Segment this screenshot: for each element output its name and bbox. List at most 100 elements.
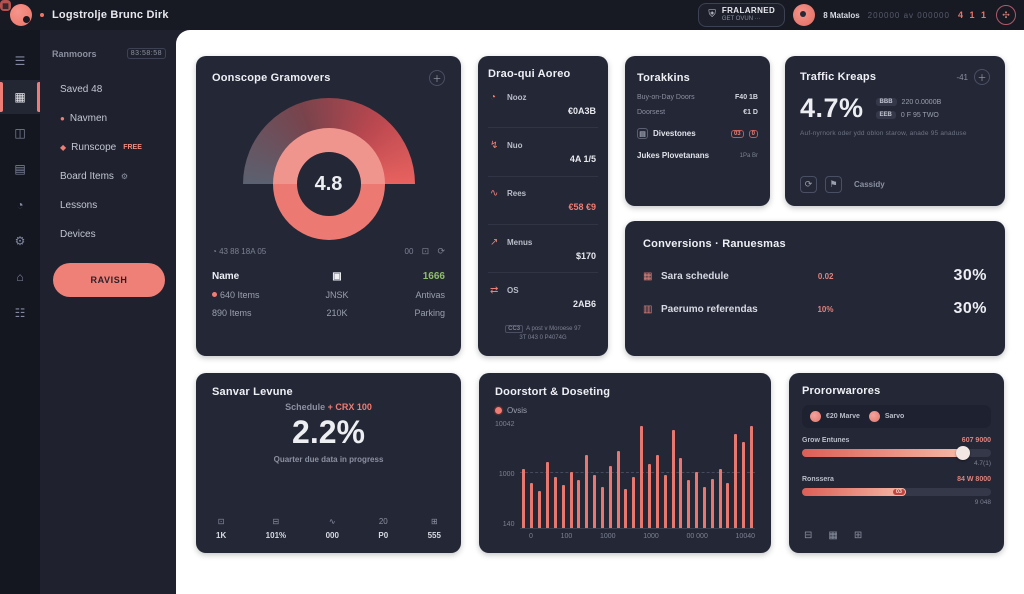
sidebar-item-lessons[interactable]: Lessons <box>52 191 166 220</box>
sidebar-item-saved-48[interactable]: Saved 48 <box>52 75 166 104</box>
sidebar-item-label: Lessons <box>60 200 98 211</box>
stat-icon: ⊞ <box>430 517 438 526</box>
list-item[interactable]: ◔ Nooz €0A3B <box>488 80 598 129</box>
slider-track[interactable] <box>802 446 991 460</box>
legend-item[interactable]: Sarvo <box>868 411 904 422</box>
metric-icon: ↗ <box>490 236 499 248</box>
calendar-icon: ▦ <box>643 270 653 282</box>
sidebar-item-label: Devices <box>60 229 96 240</box>
list-item[interactable]: ∿ Rees €58 €9 <box>488 177 598 226</box>
rail-item-boards-icon[interactable]: ◫ <box>14 126 26 140</box>
notifications-icon[interactable]: ✣ <box>996 5 1016 25</box>
networks-footer-icons: ⊟ ▦ ⊞ <box>802 530 991 541</box>
grid-icon[interactable]: ▦ <box>828 530 838 541</box>
list-item-top: ↗ Menus <box>490 237 596 248</box>
list-item-label: Rees <box>507 189 527 199</box>
add-icon[interactable]: ⊞ <box>853 530 863 541</box>
divestones-row[interactable]: ▤ Divestones 03 0 <box>637 128 758 139</box>
networks-title: Prororwarores <box>802 385 881 397</box>
list-item-value: €0A3B <box>567 105 596 116</box>
bullet-icon: ● <box>60 114 65 123</box>
add-circle-icon[interactable]: ＋ <box>429 70 445 86</box>
gauge-value: 4.8 <box>296 152 361 216</box>
document-icon: ▥ <box>643 303 653 315</box>
list-item-value: 4A 1/5 <box>569 154 596 165</box>
sidebar-item-board-items[interactable]: Board Items ⚙ <box>52 162 166 191</box>
tracking-stat: Doorsest €1 D <box>637 109 758 116</box>
bar <box>577 479 581 528</box>
topbar-meta: 200000 av 000000 <box>867 10 950 20</box>
dot-icon <box>212 292 217 297</box>
cards-row-1: Oonscope Gramovers ＋ 4.8 ◔ 43 88 18A 05 … <box>0 0 1024 356</box>
ravish-button[interactable]: RAVISH <box>53 263 165 297</box>
column-header: Name <box>212 271 240 282</box>
badge: 0 <box>748 129 758 138</box>
rail-item-menu-icon[interactable]: ☰ <box>14 54 26 68</box>
rail-item-home-icon[interactable]: ⌂ <box>16 270 24 284</box>
refresh-icon[interactable]: ⟳ <box>800 176 817 193</box>
footer-badge: CC3 <box>505 324 524 333</box>
item-tag: FREE <box>123 144 142 151</box>
user-avatar[interactable] <box>793 4 816 26</box>
metric-icon: ∿ <box>490 188 499 200</box>
conversion-row[interactable]: ▥ Paerumo referendas 10% 30% <box>643 300 987 317</box>
table-cell: Antivas <box>415 290 445 300</box>
rail-item-history-icon[interactable]: ◔ <box>16 198 24 212</box>
rail-item-settings-icon[interactable]: ⚙ <box>14 234 26 248</box>
add-circle-icon[interactable]: ＋ <box>974 69 990 85</box>
tracking-title: Torakkins <box>637 72 690 84</box>
fraud-action-button[interactable]: ⛨ FRALARNED GET OVUN ··· <box>698 3 786 27</box>
export-icon[interactable]: ⊟ <box>804 530 813 541</box>
rail-item-list-icon[interactable]: ☷ <box>14 306 26 320</box>
legend-item[interactable]: €20 Marve <box>810 411 860 422</box>
badge: 03 <box>730 129 744 138</box>
app-logo-icon[interactable] <box>10 4 32 26</box>
list-item-label: Nooz <box>507 92 527 102</box>
list-item[interactable]: ↗ Menus $170 <box>488 225 598 274</box>
overview-card: Oonscope Gramovers ＋ 4.8 ◔ 43 88 18A 05 … <box>196 56 461 356</box>
slider-knob[interactable] <box>955 446 970 460</box>
flag-icon[interactable]: ⚑ <box>825 176 842 193</box>
list-item-value: €58 €9 <box>568 202 596 213</box>
metric-icon: ⇄ <box>490 285 499 297</box>
column-header: 1666 <box>422 271 445 282</box>
sidebar-item-navmen[interactable]: ● Navmen <box>52 104 166 133</box>
refresh-icon[interactable]: ⟳ <box>437 246 445 256</box>
conversions-title: Conversions · Ranuesmas <box>643 238 786 250</box>
server-stat: ⊞ 555 <box>428 517 441 540</box>
logo-dot-icon <box>40 13 44 17</box>
bar <box>734 433 738 528</box>
list-item-top: ⇄ OS <box>490 285 596 296</box>
bar <box>726 483 730 528</box>
list-item[interactable]: ⇄ OS 2AB6 <box>488 273 598 320</box>
list-item-top: ∿ Rees <box>490 188 596 199</box>
dropoff-card: Drao-qui Aoreo ◔ Nooz €0A3B ↯ Nuo 4A 1/5 ∿ Rees… <box>478 56 608 356</box>
rail-item-calendar-icon[interactable]: ▤ <box>14 162 26 176</box>
table-column: ▣ JNSK 210K <box>326 271 349 318</box>
list-item-value: $170 <box>575 250 596 261</box>
dropoff-footer: CC3 A post v Moroese 97 3T 043 0 P4074G <box>488 321 598 344</box>
alert-count[interactable]: 4 1 1 <box>957 10 988 20</box>
sidebar-item-devices[interactable]: Devices <box>52 220 166 249</box>
list-item[interactable]: ↯ Nuo 4A 1/5 <box>488 128 598 177</box>
conversion-row[interactable]: ▦ Sara schedule 0.02 30% <box>643 267 987 284</box>
avatar-dot-icon <box>810 411 821 422</box>
rail-item-dashboard-icon[interactable]: ▦ <box>0 80 40 114</box>
bar <box>671 429 675 528</box>
right-column: Torakkins Buy-on-Day Doors F40 1B Doorse… <box>0 0 1005 356</box>
bar <box>718 469 722 528</box>
sidebar-item-runscope[interactable]: ◆ Runscope FREE <box>52 133 166 162</box>
bar <box>546 461 549 528</box>
server-stat: 20 P0 <box>378 517 388 540</box>
slider-track[interactable]: 03 <box>802 488 991 496</box>
bar <box>538 490 542 528</box>
metric-icon: ↯ <box>490 140 499 152</box>
app-title: Logstrolje Brunc Dirk <box>52 9 169 21</box>
box-icon[interactable]: ⊡ <box>421 246 430 256</box>
slider-badge[interactable]: 03 <box>892 489 905 495</box>
sidenav: Ranmoors 83:58:58 Saved 48 ● Navmen ◆ Runsco… <box>40 30 176 594</box>
x-axis: 0 100 1000 1000 00 000 10040 <box>495 533 755 540</box>
jukes-row[interactable]: ▦ Jukes Plovetanans 1Pa Br <box>0 0 758 160</box>
bar <box>655 455 659 528</box>
